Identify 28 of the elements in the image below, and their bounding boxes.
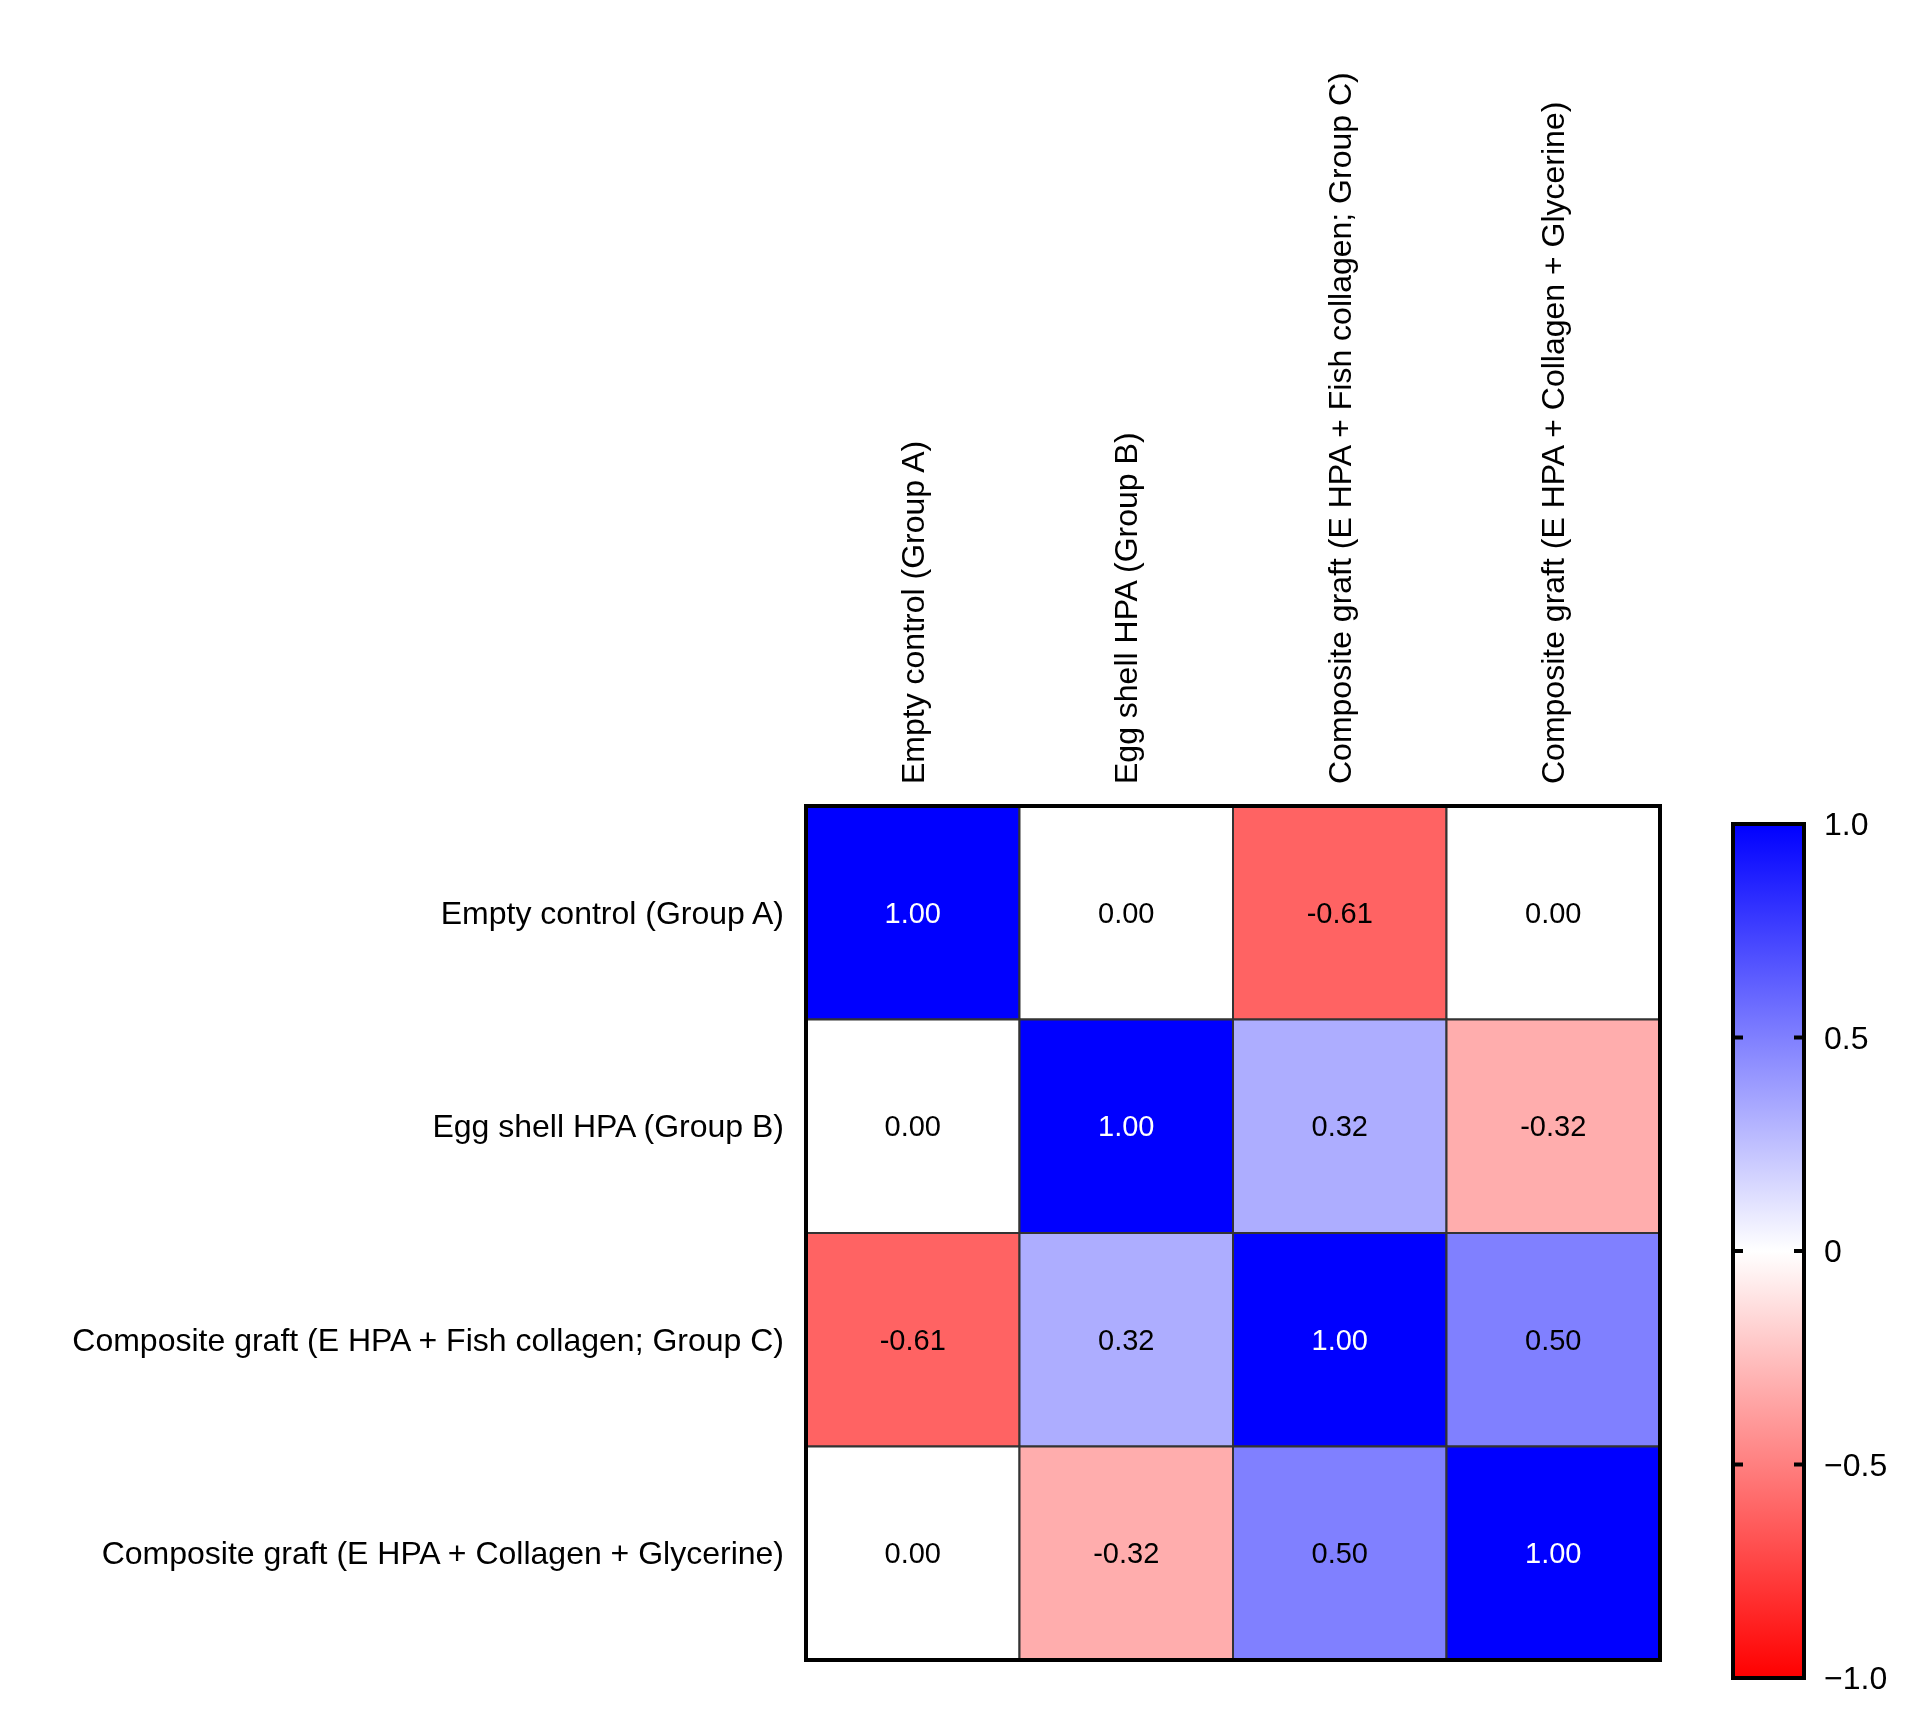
y-tick-label: Empty control (Group A) [440, 894, 784, 931]
x-tick-label: Composite graft (E HPA + Fish collagen; Group C) [1321, 72, 1358, 784]
data-label: 1.00 [884, 896, 941, 929]
y-tick-label: Composite graft (E HPA + Fish collagen; Group C) [72, 1321, 784, 1358]
data-label: 1.00 [1098, 1110, 1155, 1143]
y-tick-label: Egg shell HPA (Group B) [432, 1108, 784, 1145]
data-label: 0.00 [884, 1537, 941, 1570]
y-tick-label: Composite graft (E HPA + Collagen + Glycerine) [101, 1535, 784, 1572]
data-label: 0.50 [1525, 1323, 1582, 1356]
data-label: 0.00 [884, 1110, 941, 1143]
data-label: 0.50 [1311, 1537, 1368, 1570]
data-label: 0.00 [1098, 896, 1155, 929]
x-tick-label: Egg shell HPA (Group B) [1108, 432, 1145, 784]
data-label: 0.32 [1311, 1110, 1368, 1143]
color-bar-label: 1.0 [1824, 806, 1869, 843]
data-label: -0.32 [1093, 1537, 1160, 1570]
data-label: -0.61 [879, 1323, 946, 1356]
data-label: 0.32 [1098, 1323, 1155, 1356]
x-tick-label: Composite graft (E HPA + Collagen + Glycerine) [1535, 101, 1572, 784]
data-label: 0.00 [1525, 896, 1582, 929]
color-bar-label: −1.0 [1824, 1660, 1888, 1697]
data-label: 1.00 [1525, 1537, 1582, 1570]
data-label: -0.32 [1520, 1110, 1587, 1143]
color-bar-label: −0.5 [1824, 1446, 1888, 1483]
color-bar-label: 0.5 [1824, 1019, 1869, 1056]
color-bar-label: 0 [1824, 1233, 1842, 1270]
data-label: -0.61 [1306, 896, 1373, 929]
data-label: 1.00 [1311, 1323, 1368, 1356]
